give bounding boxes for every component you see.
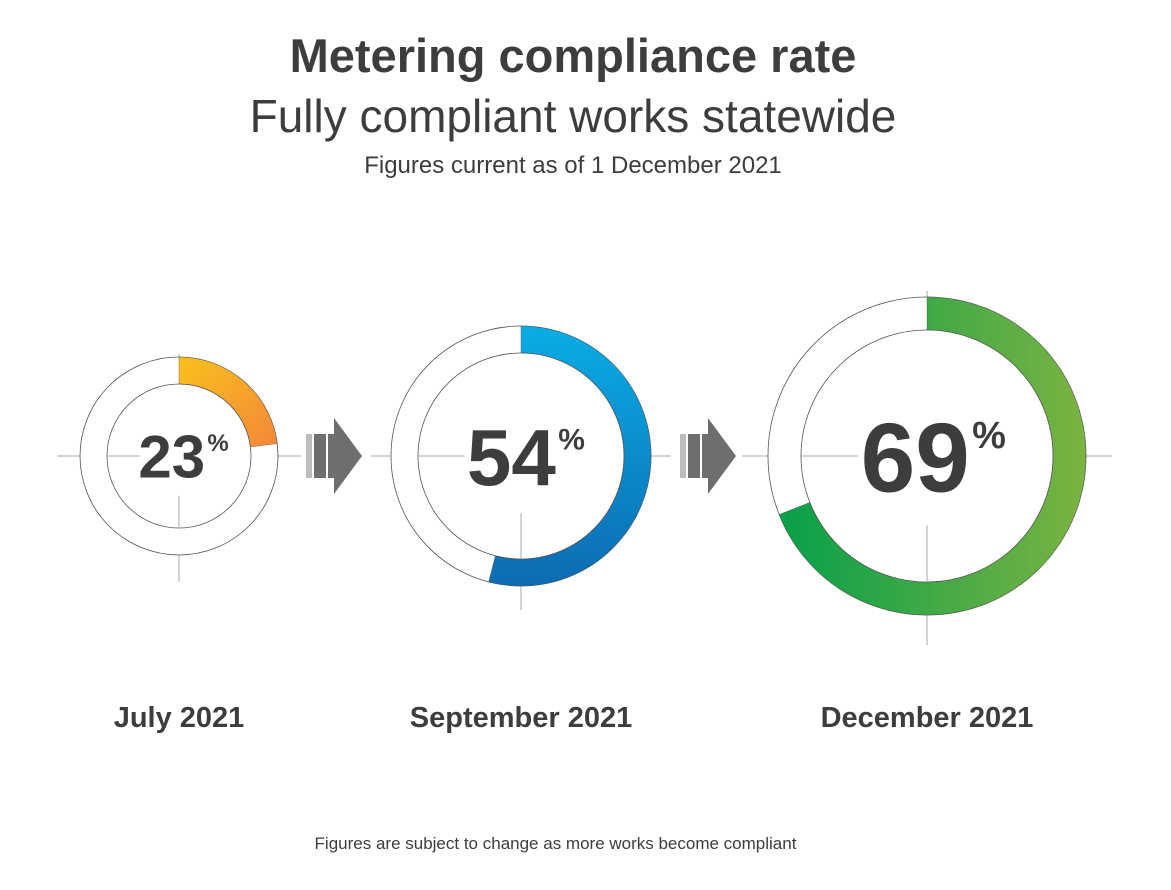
percent-sign-december-2021: %	[972, 415, 1006, 457]
value-label-december-2021: 69	[861, 402, 970, 512]
period-label-december-2021: December 2021	[821, 702, 1034, 734]
value-label-july-2021: 23	[138, 424, 205, 491]
value-label-september-2021: 54	[467, 413, 556, 502]
percent-sign-september-2021: %	[558, 424, 585, 457]
as-of-note: Figures current as of 1 December 2021	[364, 152, 782, 179]
chart-subtitle: Fully compliant works statewide	[249, 90, 897, 142]
percent-sign-july-2021: %	[207, 430, 228, 457]
period-label-july-2021: July 2021	[114, 702, 245, 734]
arrow-right-icon	[306, 418, 362, 494]
footnote: Figures are subject to change as more wo…	[314, 834, 797, 853]
chart-title: Metering compliance rate	[289, 29, 857, 82]
arrow-right-icon	[680, 418, 736, 494]
period-label-september-2021: September 2021	[410, 702, 632, 734]
